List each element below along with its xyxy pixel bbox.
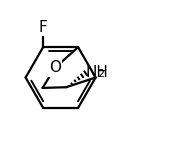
Text: O: O	[49, 60, 61, 75]
Text: F: F	[39, 20, 48, 35]
Text: NH: NH	[86, 64, 109, 80]
Text: 2: 2	[97, 69, 104, 80]
